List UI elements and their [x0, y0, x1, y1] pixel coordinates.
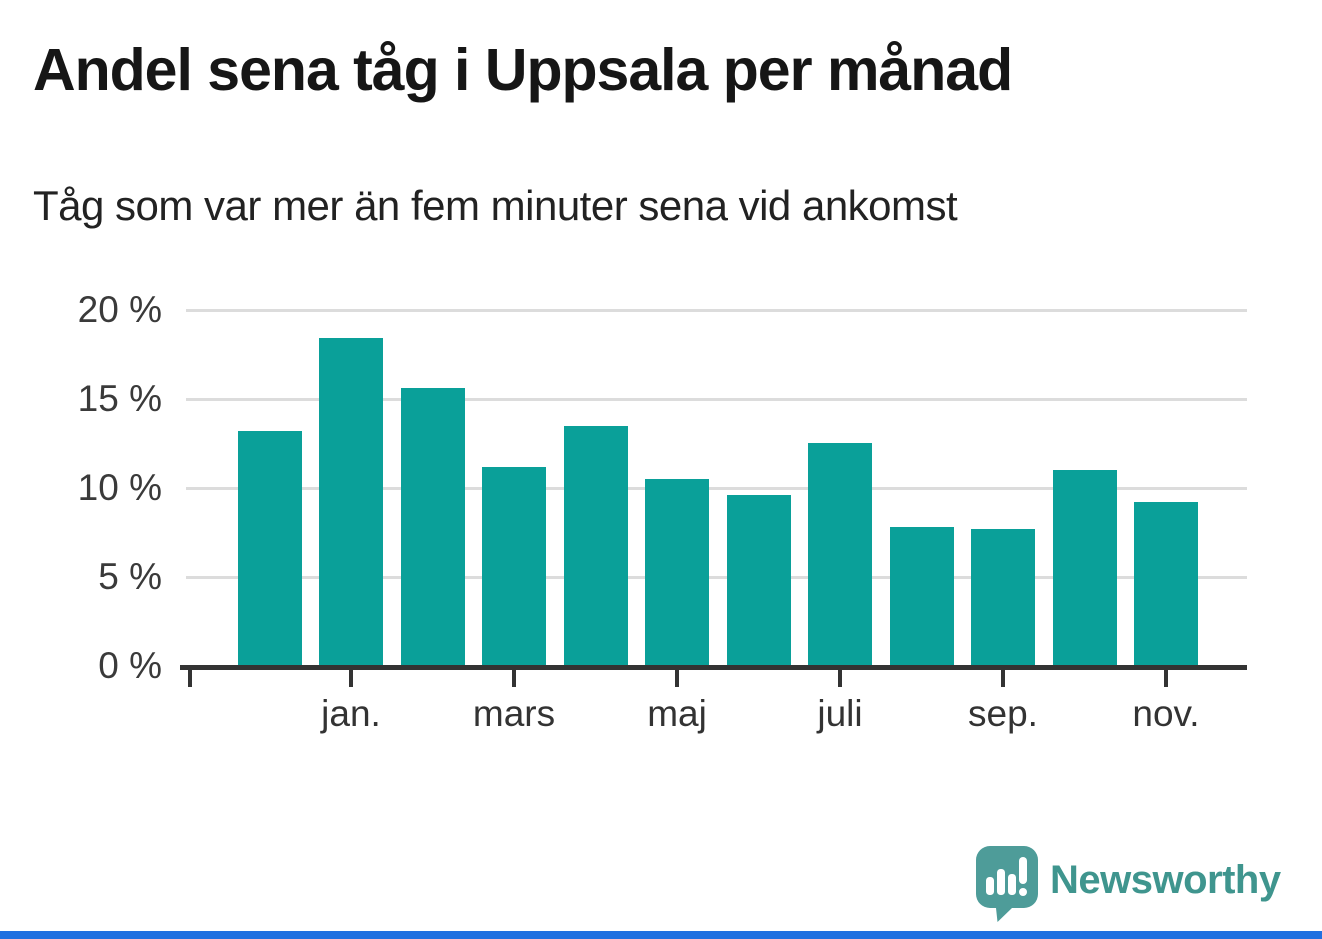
bar: [238, 431, 302, 666]
gridline-5: [186, 576, 1247, 579]
x-axis-tick: [675, 669, 679, 687]
y-axis-label: 5 %: [98, 556, 162, 597]
gridline-15: [186, 398, 1247, 401]
x-axis-tick: [349, 669, 353, 687]
x-axis-label: nov.: [1132, 693, 1200, 734]
bar: [319, 338, 383, 666]
x-axis-tick: [838, 669, 842, 687]
x-axis-line: [180, 665, 1247, 670]
x-axis-tick: [1001, 669, 1005, 687]
bar: [564, 426, 628, 666]
x-axis-label: sep.: [968, 693, 1038, 734]
y-axis-label: 10 %: [77, 467, 162, 508]
bar: [727, 495, 791, 666]
bottom-accent-bar: [0, 931, 1322, 939]
gridline-10: [186, 487, 1247, 490]
bar: [890, 527, 954, 666]
bar: [401, 388, 465, 666]
bar: [1053, 470, 1117, 666]
x-axis-label: mars: [472, 693, 556, 734]
y-axis-label: 15 %: [77, 378, 162, 419]
newsworthy-wordmark: Newsworthy: [1050, 858, 1281, 902]
x-axis-label: jan.: [321, 693, 381, 734]
y-axis-label: 0 %: [98, 645, 162, 686]
x-axis-label: juli: [817, 693, 863, 734]
newsworthy-logo: Newsworthy: [976, 846, 1288, 922]
chart-subtitle: Tåg som var mer än fem minuter sena vid …: [33, 182, 958, 229]
gridline-20: [186, 309, 1247, 312]
x-axis-label: maj: [647, 693, 707, 734]
bar: [482, 467, 546, 666]
bar: [1134, 502, 1198, 666]
bar: [808, 443, 872, 666]
newsworthy-logo-icon: [976, 846, 1038, 922]
bar: [645, 479, 709, 666]
y-axis-label: 20 %: [77, 289, 162, 330]
x-axis-tick: [188, 669, 192, 687]
chart-title: Andel sena tåg i Uppsala per månad: [33, 37, 1013, 103]
x-axis-tick: [512, 669, 516, 687]
bar: [971, 529, 1035, 666]
logo-bars-icon: [986, 857, 1027, 896]
x-axis-tick: [1164, 669, 1168, 687]
